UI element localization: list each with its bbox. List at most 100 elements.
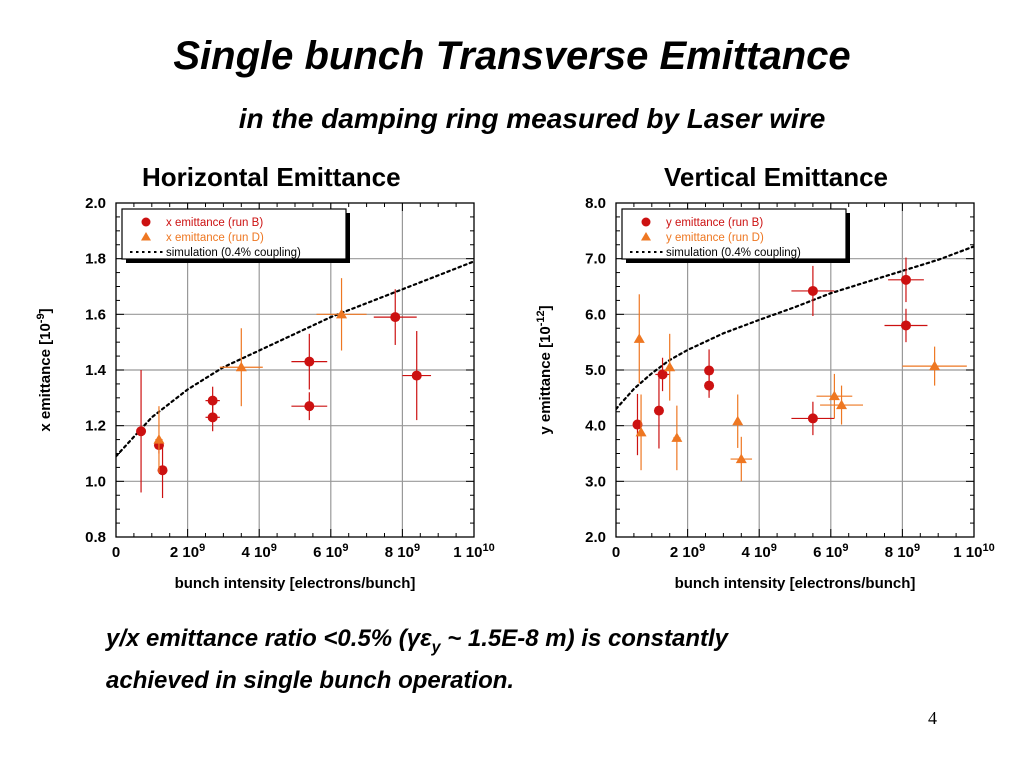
point-marker-triangle: [929, 360, 941, 371]
point-marker-triangle: [732, 415, 744, 426]
point-marker-circle: [900, 320, 911, 331]
data-point: [884, 308, 928, 343]
y-axis-label: y emittance [10-12]: [535, 305, 554, 434]
data-point: [902, 346, 967, 386]
legend-marker-circle: [641, 217, 651, 227]
x-tick-label: 8 109: [385, 542, 420, 561]
page-number: 4: [928, 708, 937, 728]
data-point: [791, 265, 835, 317]
point-marker-triangle: [633, 333, 645, 343]
legend-marker-circle: [141, 217, 151, 227]
point-marker-triangle: [836, 399, 848, 410]
data-point: [316, 278, 367, 351]
point-marker-circle: [704, 380, 715, 391]
point-marker-triangle: [671, 432, 683, 442]
point-marker-triangle: [828, 390, 840, 401]
y-tick-label: 4.0: [585, 418, 606, 435]
simulation-curve: [116, 260, 474, 458]
y-tick-label: 1.2: [85, 418, 106, 435]
x-tick-label: 4 109: [242, 542, 277, 561]
x-tick-label: 2 109: [670, 542, 705, 561]
point-marker-circle: [207, 395, 218, 406]
data-point: [153, 406, 165, 473]
point-marker-circle: [207, 412, 218, 423]
point-marker-triangle: [153, 434, 165, 444]
data-point: [633, 294, 645, 384]
plot-content: [116, 260, 474, 499]
conclusion-part1: y/x emittance ratio <0.5% (: [106, 625, 407, 652]
point-marker-circle: [657, 369, 668, 380]
data-point: [136, 370, 147, 493]
data-point: [730, 436, 753, 482]
epsilon-symbol: ε: [420, 625, 432, 652]
slide-subtitle: in the damping ring measured by Laser wi…: [238, 103, 826, 134]
y-tick-label: 1.0: [85, 473, 106, 490]
point-marker-circle: [704, 365, 715, 376]
legend: y emittance (run B) y emittance (run D) si…: [621, 208, 850, 263]
x-tick-label: 0: [612, 544, 620, 561]
y-tick-label: 1.8: [85, 251, 106, 268]
legend-marker-triangle: [141, 232, 151, 241]
data-point: [157, 442, 168, 499]
gamma-symbol: γ: [406, 625, 421, 652]
plot-content: [616, 245, 974, 482]
data-point: [653, 372, 664, 449]
point-marker-circle: [900, 274, 911, 285]
point-marker-circle: [136, 426, 147, 437]
legend-label: x emittance (run B): [166, 217, 263, 229]
data-point: [632, 393, 643, 456]
x-tick-label: 2 109: [170, 542, 205, 561]
y-tick-label: 8.0: [585, 195, 606, 212]
legend-marker-triangle: [641, 232, 651, 241]
y-tick-label: 1.6: [85, 306, 106, 323]
data-point: [219, 328, 263, 407]
x-tick-label: 0: [112, 544, 120, 561]
point-marker-triangle: [336, 308, 348, 319]
point-marker-triangle: [235, 361, 247, 372]
x-tick-label: 8 109: [885, 542, 920, 561]
legend-box: [121, 208, 347, 260]
data-point: [816, 373, 853, 419]
y-tick-label: 1.4: [85, 362, 107, 379]
data-point: [402, 331, 432, 421]
x-axis-label: bunch intensity [electrons/bunch]: [675, 575, 916, 592]
y-tick-label: 2.0: [85, 195, 106, 212]
y-tick-label: 3.0: [585, 473, 606, 490]
chart-title-horizontal: Horizontal Emittance: [142, 162, 401, 192]
point-marker-circle: [807, 413, 818, 424]
point-marker-circle: [411, 370, 422, 381]
x-tick-label: 6 109: [313, 542, 348, 561]
data-point: [671, 405, 683, 471]
data-point: [291, 392, 328, 421]
y-tick-label: 2.0: [585, 529, 606, 546]
point-marker-circle: [807, 285, 818, 296]
legend: x emittance (run B) x emittance (run D) si…: [121, 208, 350, 263]
point-marker-circle: [157, 465, 168, 476]
legend-label: y emittance (run B): [666, 217, 763, 229]
data-point: [732, 394, 744, 448]
data-point: [888, 257, 924, 303]
y-tick-label: 6.0: [585, 306, 606, 323]
x-tick-label: 6 109: [813, 542, 848, 561]
point-marker-circle: [390, 312, 401, 323]
horizontal-emittance-chart: 0.8 1.0 1.2 1.4 1.6 1.8 2.0 0 2 109 4 109 6 109 8 1…: [35, 195, 495, 592]
data-point: [373, 289, 417, 345]
y-tick-label: 0.8: [85, 529, 106, 546]
epsilon-subscript: y: [431, 638, 441, 656]
y-tick-label: 7.0: [585, 251, 606, 268]
x-tick-label: 4 109: [742, 542, 777, 561]
data-point: [205, 403, 220, 432]
data-point: [704, 373, 715, 398]
point-marker-triangle: [664, 361, 676, 372]
x-tick-label: 1 1010: [953, 542, 994, 561]
slide-title: Single bunch Transverse Emittance: [173, 34, 851, 78]
simulation-curve: [616, 245, 974, 411]
y-tick-label: 5.0: [585, 362, 606, 379]
legend-label: y emittance (run D): [666, 232, 764, 244]
point-marker-circle: [304, 356, 315, 367]
point-marker-circle: [632, 419, 643, 430]
data-point: [664, 333, 676, 401]
point-marker-triangle: [735, 453, 747, 464]
legend-label: simulation (0.4% coupling): [666, 247, 801, 259]
chart-title-vertical: Vertical Emittance: [664, 162, 888, 192]
